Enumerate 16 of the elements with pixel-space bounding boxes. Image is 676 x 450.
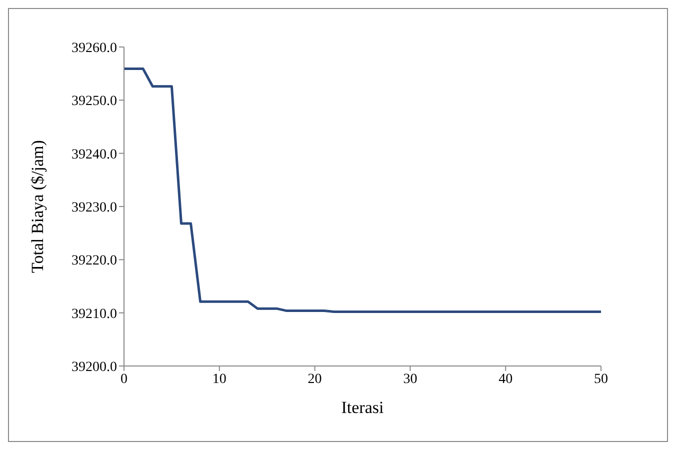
y-tick-label: 39250.0: [72, 94, 117, 110]
line-series: [124, 68, 601, 314]
y-tick-label: 39200.0: [72, 360, 117, 375]
x-tick-label: 20: [308, 372, 322, 387]
x-tick-label: 40: [498, 372, 513, 387]
y-tick-label: 39260.0: [72, 40, 117, 56]
y-tick-label: 39240.0: [72, 147, 117, 162]
x-tick-label: 30: [403, 372, 418, 387]
y-tick-label: 39220.0: [72, 254, 117, 269]
x-tick-label: 0: [120, 372, 128, 387]
y-axis-title: Total Biaya ($/jam): [28, 140, 48, 273]
x-tick-label: 50: [594, 372, 608, 387]
x-axis-title: Iterasi: [341, 398, 384, 417]
y-tick-label: 39210.0: [72, 306, 117, 322]
y-tick-label: 39230.0: [72, 200, 117, 216]
x-tick-label: 10: [212, 372, 226, 387]
